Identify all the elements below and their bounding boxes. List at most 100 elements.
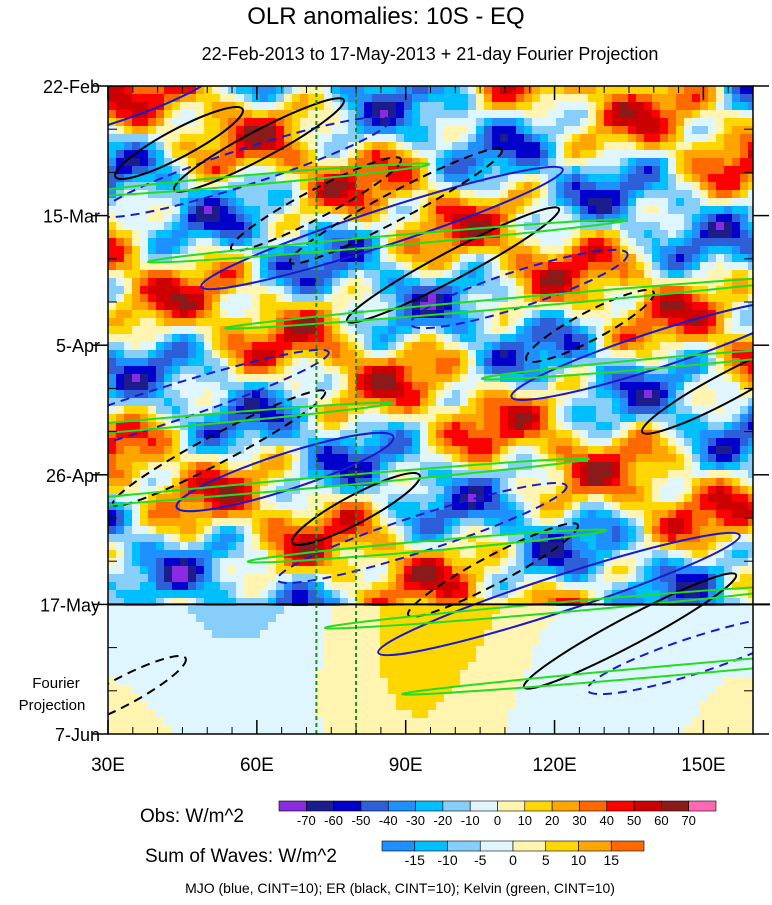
- field-cell: [204, 238, 212, 246]
- field-cell: [572, 262, 580, 270]
- field-cell: [676, 502, 684, 510]
- field-cell: [388, 326, 396, 334]
- field-cell: [524, 230, 532, 238]
- field-cell: [316, 110, 324, 118]
- field-cell: [596, 278, 604, 286]
- field-cell: [260, 94, 268, 102]
- field-cell: [524, 486, 532, 494]
- field-cell: [444, 350, 452, 358]
- field-cell: [300, 302, 308, 310]
- field-cell: [748, 182, 753, 190]
- field-cell: [292, 110, 300, 118]
- field-cell: [132, 518, 140, 526]
- field-cell: [316, 358, 324, 366]
- field-cell: [636, 102, 644, 110]
- field-cell: [540, 470, 548, 478]
- field-cell: [556, 446, 564, 454]
- field-cell: [436, 534, 444, 542]
- field-cell: [412, 270, 420, 278]
- field-cell: [428, 406, 436, 414]
- field-cell: [244, 374, 252, 382]
- field-cell: [180, 510, 188, 518]
- field-cell: [140, 542, 148, 550]
- field-cell: [660, 190, 668, 198]
- field-cell: [404, 414, 412, 422]
- field-cell: [276, 262, 284, 270]
- field-cell: [212, 86, 220, 94]
- field-cell: [420, 486, 428, 494]
- field-cell: [660, 318, 668, 326]
- field-cell: [580, 534, 588, 542]
- field-cell: [132, 222, 140, 230]
- field-cell: [412, 198, 420, 206]
- field-cell: [604, 366, 612, 374]
- field-cell: [116, 518, 124, 526]
- field-cell: [732, 118, 740, 126]
- field-cell: [172, 166, 180, 174]
- field-cell: [732, 214, 740, 222]
- field-cell: [348, 382, 356, 390]
- field-cell: [180, 574, 188, 582]
- field-cell: [700, 366, 708, 374]
- field-cell: [500, 318, 508, 326]
- field-cell: [748, 470, 753, 478]
- field-cell: [492, 286, 500, 294]
- field-cell: [356, 294, 364, 302]
- field-cell: [644, 334, 652, 342]
- field-cell: [468, 406, 476, 414]
- field-cell: [564, 206, 572, 214]
- field-cell: [532, 510, 540, 518]
- field-cell: [372, 254, 380, 262]
- field-cell: [364, 174, 372, 182]
- field-cell: [164, 422, 172, 430]
- field-cell: [372, 126, 380, 134]
- field-cell: [468, 494, 476, 502]
- field-cell: [148, 198, 156, 206]
- field-cell: [444, 486, 452, 494]
- field-cell: [172, 214, 180, 222]
- field-cell: [412, 174, 420, 182]
- field-cell: [372, 390, 380, 398]
- field-cell: [428, 534, 436, 542]
- field-cell: [284, 430, 292, 438]
- field-cell: [300, 134, 308, 142]
- field-cell: [468, 502, 476, 510]
- field-cell: [404, 374, 412, 382]
- field-cell: [356, 422, 364, 430]
- field-cell: [716, 94, 724, 102]
- field-cell: [612, 462, 620, 470]
- field-cell: [300, 174, 308, 182]
- field-cell: [316, 446, 324, 454]
- field-cell: [668, 382, 676, 390]
- field-cell: [500, 110, 508, 118]
- field-cell: [572, 334, 580, 342]
- field-cell: [556, 190, 564, 198]
- field-cell: [716, 390, 724, 398]
- field-cell: [692, 358, 700, 366]
- field-cell: [124, 382, 132, 390]
- field-cell: [708, 510, 716, 518]
- field-cell: [276, 510, 284, 518]
- field-cell: [220, 278, 228, 286]
- field-cell: [132, 118, 140, 126]
- field-cell: [332, 102, 340, 110]
- field-cell: [364, 190, 372, 198]
- field-cell: [132, 198, 140, 206]
- field-cell: [660, 486, 668, 494]
- field-cell: [156, 166, 164, 174]
- field-cell: [348, 182, 356, 190]
- field-cell: [604, 182, 612, 190]
- field-cell: [716, 198, 724, 206]
- field-cell: [260, 566, 268, 574]
- field-cell: [148, 302, 156, 310]
- field-cell: [596, 238, 604, 246]
- field-cell: [468, 134, 476, 142]
- field-cell: [252, 246, 260, 254]
- field-cell: [508, 166, 516, 174]
- field-cell: [700, 470, 708, 478]
- field-cell: [204, 414, 212, 422]
- field-cell: [308, 470, 316, 478]
- field-cell: [132, 462, 140, 470]
- field-cell: [412, 94, 420, 102]
- field-cell: [444, 566, 452, 574]
